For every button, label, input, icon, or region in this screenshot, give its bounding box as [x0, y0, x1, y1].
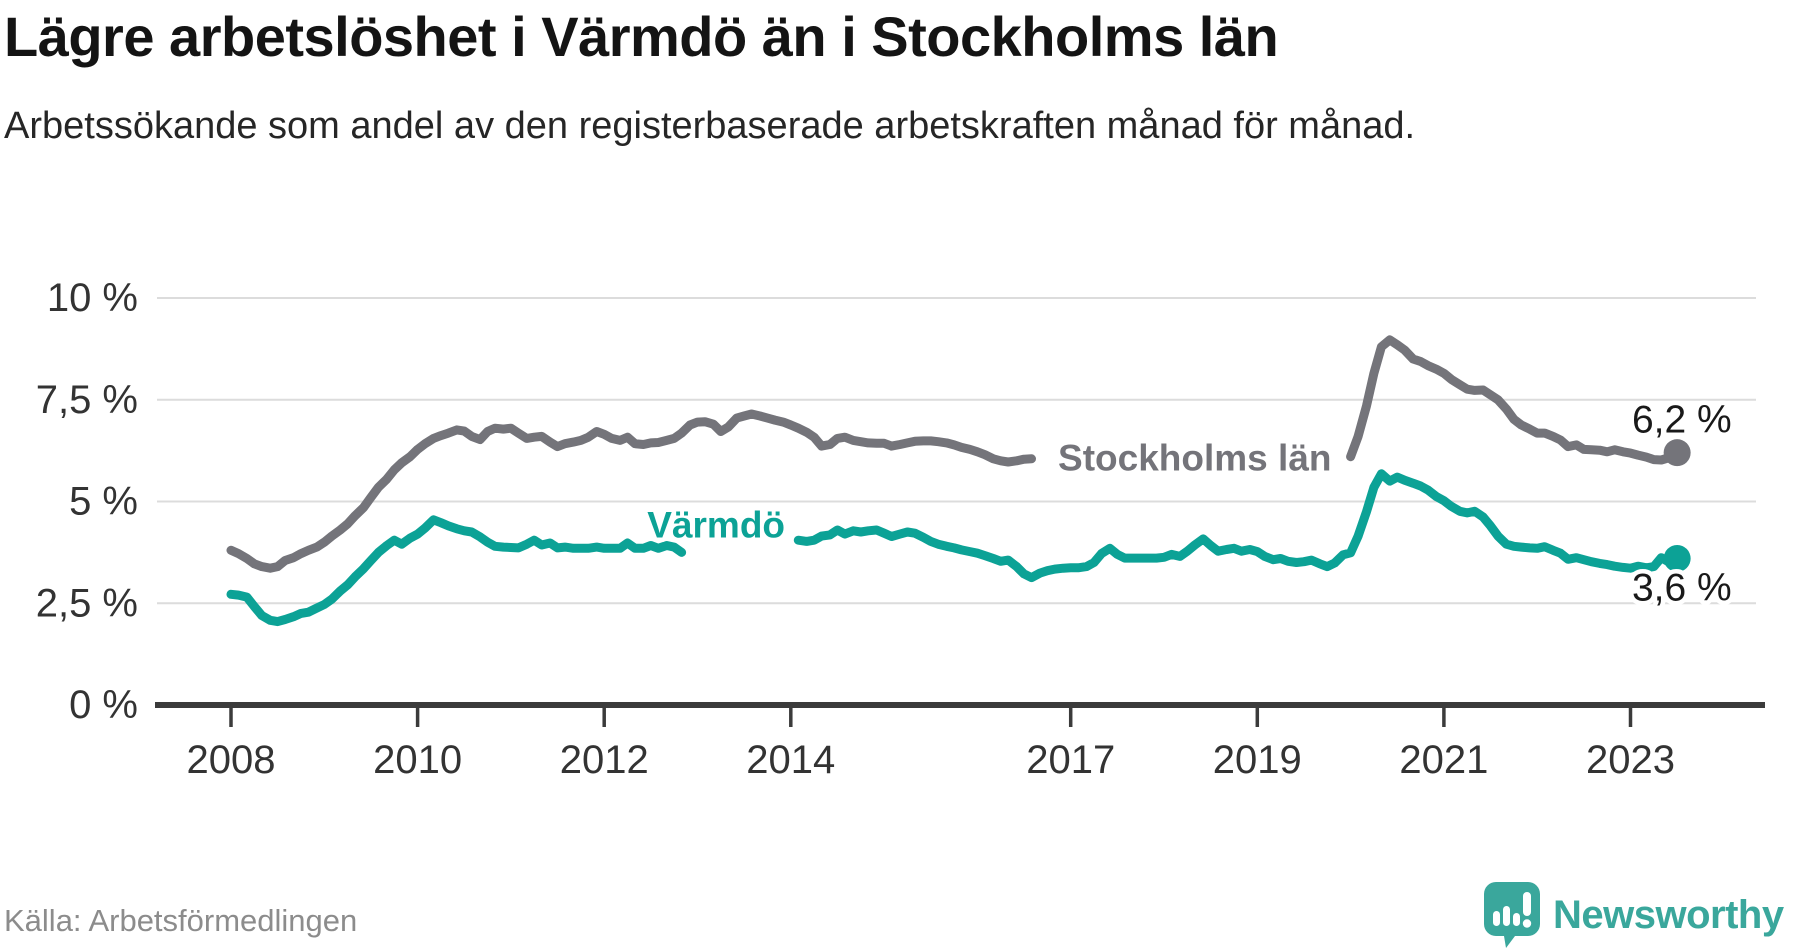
- x-tick-label: 2023: [1586, 738, 1675, 782]
- newsworthy-logo-text: Newsworthy: [1553, 892, 1784, 937]
- series-label: Värmdö: [647, 505, 785, 546]
- x-tick-label: 2010: [373, 738, 462, 782]
- series-end-dot-stockholms-l-n: [1663, 439, 1691, 467]
- y-tick-label: 5 %: [69, 480, 138, 524]
- series-line-v-rmd-: [793, 469, 1682, 583]
- newsworthy-speech-bubble-chart-icon: [1484, 882, 1540, 948]
- x-tick-label: 2021: [1399, 738, 1488, 782]
- newsworthy-logo: Newsworthy: [1484, 882, 1784, 948]
- y-tick-label: 7,5 %: [36, 378, 138, 422]
- series-label: Stockholms län: [1058, 437, 1331, 478]
- y-tick-label: 10 %: [47, 276, 138, 320]
- page-title: Lägre arbetslöshet i Värmdö än i Stockho…: [4, 5, 1279, 68]
- y-tick-label: 0 %: [69, 683, 138, 727]
- end-value-label: 6,2 %: [1632, 399, 1732, 442]
- x-tick-label: 2019: [1213, 738, 1302, 782]
- x-tick-label: 2008: [187, 738, 276, 782]
- y-tick-label: 2,5 %: [36, 581, 138, 625]
- end-value-label: 3,6 %: [1632, 566, 1732, 609]
- chart-subtitle: Arbetssökande som andel av den registerb…: [4, 105, 1416, 147]
- series-line-stockholms-l-n: [1346, 335, 1682, 465]
- x-tick-label: 2014: [746, 738, 835, 782]
- series-line-v-rmd-: [226, 515, 687, 627]
- series-line-stockholms-l-n: [226, 409, 1036, 573]
- source-note: Källa: Arbetsförmedlingen: [4, 903, 358, 938]
- x-tick-label: 2012: [560, 738, 649, 782]
- x-tick-label: 2017: [1026, 738, 1115, 782]
- series-end-dot-v-rmd-: [1663, 544, 1691, 572]
